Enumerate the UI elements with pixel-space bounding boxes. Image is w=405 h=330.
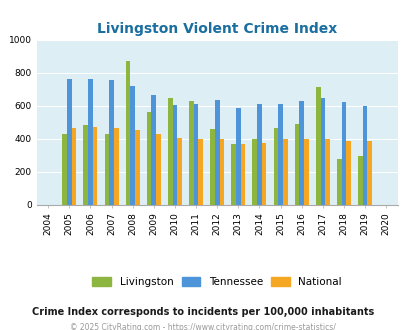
Bar [277, 104, 282, 205]
Bar [189, 101, 193, 205]
Bar [109, 80, 113, 205]
Bar [273, 128, 277, 205]
Bar [71, 128, 76, 205]
Bar [219, 139, 224, 205]
Bar [282, 139, 287, 205]
Bar [151, 95, 156, 205]
Bar [303, 139, 308, 205]
Bar [320, 98, 324, 205]
Bar [252, 139, 256, 205]
Title: Livingston Violent Crime Index: Livingston Violent Crime Index [97, 22, 337, 36]
Bar [92, 127, 97, 205]
Bar [261, 143, 266, 205]
Bar [104, 135, 109, 205]
Text: © 2025 CityRating.com - https://www.cityrating.com/crime-statistics/: © 2025 CityRating.com - https://www.city… [70, 323, 335, 330]
Bar [294, 124, 298, 205]
Legend: Livingston, Tennessee, National: Livingston, Tennessee, National [88, 273, 345, 291]
Bar [156, 134, 160, 205]
Bar [367, 141, 371, 205]
Bar [113, 128, 118, 205]
Bar [193, 104, 198, 205]
Bar [168, 98, 172, 205]
Bar [256, 104, 261, 205]
Text: Crime Index corresponds to incidents per 100,000 inhabitants: Crime Index corresponds to incidents per… [32, 307, 373, 317]
Bar [88, 79, 92, 205]
Bar [345, 141, 350, 205]
Bar [324, 139, 329, 205]
Bar [67, 79, 71, 205]
Bar [298, 102, 303, 205]
Bar [214, 100, 219, 205]
Bar [341, 102, 345, 205]
Bar [336, 159, 341, 205]
Bar [315, 87, 320, 205]
Bar [62, 134, 67, 205]
Bar [362, 106, 367, 205]
Bar [357, 156, 362, 205]
Bar [126, 61, 130, 205]
Bar [130, 86, 135, 205]
Bar [240, 144, 245, 205]
Bar [231, 144, 235, 205]
Bar [235, 108, 240, 205]
Bar [172, 105, 177, 205]
Bar [177, 138, 181, 205]
Bar [210, 129, 214, 205]
Bar [198, 139, 202, 205]
Bar [83, 124, 88, 205]
Bar [135, 130, 139, 205]
Bar [147, 112, 151, 205]
